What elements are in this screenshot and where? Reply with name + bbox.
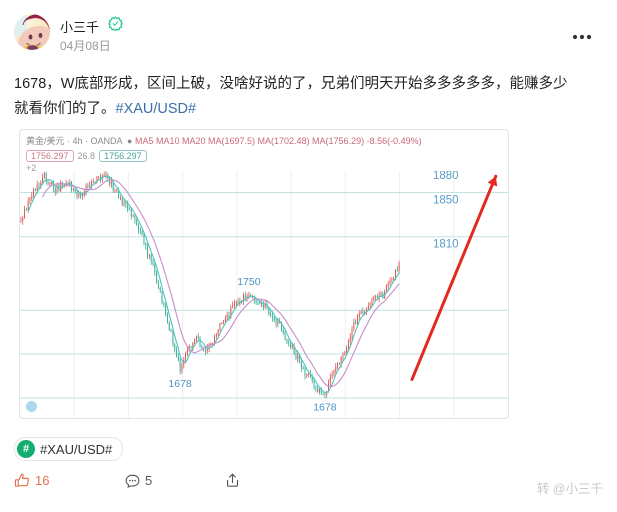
svg-text:1678: 1678 (168, 378, 192, 390)
svg-text:1810: 1810 (433, 239, 459, 251)
svg-text:1880: 1880 (433, 171, 459, 182)
svg-text:1750: 1750 (237, 276, 261, 288)
svg-text:1850: 1850 (433, 195, 459, 207)
svg-text:1678: 1678 (313, 402, 337, 414)
